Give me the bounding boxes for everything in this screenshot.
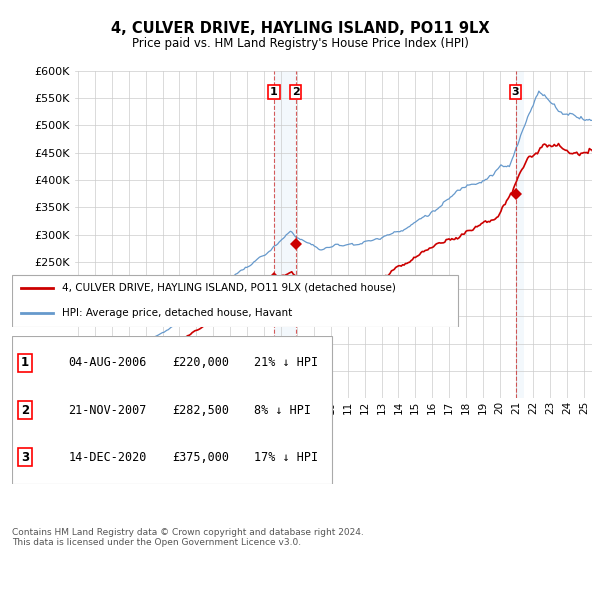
- Text: 1: 1: [21, 356, 29, 369]
- Text: 4, CULVER DRIVE, HAYLING ISLAND, PO11 9LX: 4, CULVER DRIVE, HAYLING ISLAND, PO11 9L…: [110, 21, 490, 35]
- Text: 8% ↓ HPI: 8% ↓ HPI: [254, 404, 311, 417]
- Text: 21-NOV-2007: 21-NOV-2007: [68, 404, 146, 417]
- FancyBboxPatch shape: [12, 275, 458, 327]
- Text: Contains HM Land Registry data © Crown copyright and database right 2024.
This d: Contains HM Land Registry data © Crown c…: [12, 528, 364, 548]
- Text: HPI: Average price, detached house, Havant: HPI: Average price, detached house, Hava…: [62, 307, 292, 317]
- Text: 14-DEC-2020: 14-DEC-2020: [68, 451, 146, 464]
- Bar: [274, 71, 296, 398]
- Text: £282,500: £282,500: [172, 404, 229, 417]
- Text: 3: 3: [512, 87, 520, 97]
- FancyBboxPatch shape: [12, 336, 332, 484]
- Text: £375,000: £375,000: [172, 451, 229, 464]
- Text: 04-AUG-2006: 04-AUG-2006: [68, 356, 146, 369]
- Text: 2: 2: [292, 87, 299, 97]
- Text: 2: 2: [21, 404, 29, 417]
- Text: £220,000: £220,000: [172, 356, 229, 369]
- Bar: [515, 71, 524, 398]
- Text: Price paid vs. HM Land Registry's House Price Index (HPI): Price paid vs. HM Land Registry's House …: [131, 37, 469, 50]
- Text: 4, CULVER DRIVE, HAYLING ISLAND, PO11 9LX (detached house): 4, CULVER DRIVE, HAYLING ISLAND, PO11 9L…: [62, 283, 395, 293]
- Text: 1: 1: [270, 87, 278, 97]
- Text: 17% ↓ HPI: 17% ↓ HPI: [254, 451, 318, 464]
- Text: 3: 3: [21, 451, 29, 464]
- Text: 21% ↓ HPI: 21% ↓ HPI: [254, 356, 318, 369]
